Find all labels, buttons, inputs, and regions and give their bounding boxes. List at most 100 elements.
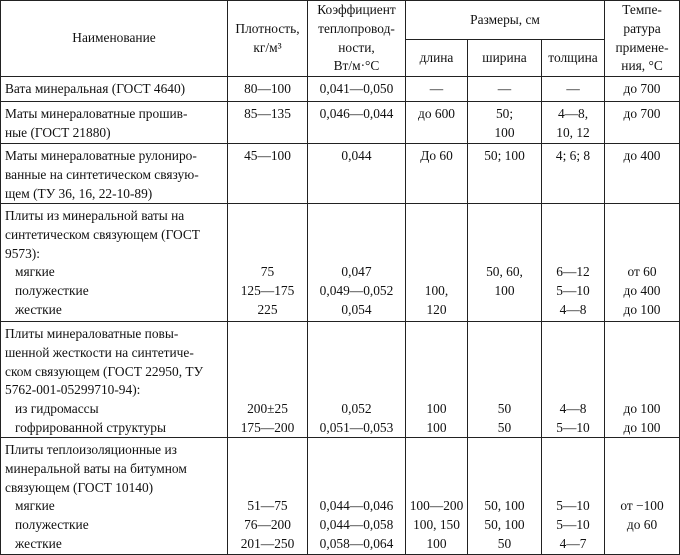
header-line: ности, [338,39,375,55]
cell-value [542,460,604,479]
cell-value: — [497,81,512,97]
header-width: ширина [467,39,542,78]
cell-value: 0,047 [341,264,372,280]
cell-value: 51—75 [247,498,288,514]
cell-thickness: 4—8, 10, 12 [540,101,606,145]
cell-value [542,207,604,226]
cell-value [605,207,679,226]
cell-value [406,363,467,382]
name-line: шенной жесткости на синтетиче- [5,344,194,360]
cell-value: 100 [426,535,447,551]
cell-value [228,441,307,460]
cell-temperature: до 700 [604,101,680,145]
cell-value [406,479,467,498]
cell-value [406,207,467,226]
cell-value [406,441,467,460]
cell-width: 50; 100 [467,143,542,205]
subtype-label: полужесткие [15,517,89,533]
cell-thickness: 5—10 5—10 4—7 [540,437,606,555]
cell-value: до 400 [623,283,661,298]
subtype-label: полужесткие [15,283,89,298]
cell-value [228,479,307,498]
table-row: Маты минераловатные прошив-ные (ГОСТ 218… [0,101,680,145]
cell-value: — [429,81,444,97]
cell-length: 100 100 [405,321,468,439]
header-conductivity: Коэффициент теплопровод- ности, Вт/м·°С [307,0,406,78]
cell-value: 0,046—0,044 [319,106,394,122]
cell-value [308,363,405,382]
header-line: теплопровод- [318,20,395,36]
cell-value: до 600 [418,106,455,122]
cell-value: до 700 [623,81,661,97]
name-line: Маты минераловатные прошив- [5,106,188,122]
header-thickness: толщина [540,39,606,78]
header-line: Вт/м·°С [333,58,380,74]
cell-value [406,460,467,479]
header-name: Наименование [0,0,228,78]
header-line: ния, °С [621,58,663,74]
subtype-label: из гидромассы [15,401,99,416]
cell-conductivity: 0,041—0,050 [307,76,406,103]
cell-value: от 60 [627,264,657,280]
cell-value [468,301,541,320]
cell-value: 0,051—0,053 [319,419,394,435]
subtype-label: мягкие [15,498,55,514]
cell-value: 201—250 [240,535,295,551]
cell-length: — [405,76,468,103]
table-row: Маты минераловатные рулониро-ванные на с… [0,143,680,205]
name-line: 5762-001-05299710-94): [5,382,141,398]
cell-value [228,363,307,382]
cell-value [542,344,604,363]
cell-value [406,263,467,282]
cell-value [542,245,604,264]
cell-density: 80—100 [227,76,308,103]
cell-conductivity: 0,044 [307,143,406,205]
subtype-label: гофрированной структуры [15,419,166,435]
cell-value: 100—200 [409,498,464,514]
cell-conductivity: 0,046—0,044 [307,101,406,145]
cell-value [228,207,307,226]
header-line: Коэффициент [317,2,396,17]
name-line: минеральной ваты на битумном [5,461,187,477]
cell-value [308,381,405,400]
cell-value [605,441,679,460]
cell-value: 5—10 [556,517,590,533]
header-length: длина [405,39,468,78]
cell-value [406,381,467,400]
cell-value: 100, [424,283,449,298]
cell-value: 125—175 [240,283,295,298]
table-row: Плиты теплоизоляционные из минеральной ва… [0,437,680,555]
cell-value [228,344,307,363]
cell-value: 120 [426,301,447,317]
cell-value: 50 [497,535,512,551]
name-line: Вата минеральная (ГОСТ 4640) [5,81,186,97]
cell-thickness: — [540,76,606,103]
cell-value [605,344,679,363]
cell-value [308,207,405,226]
cell-name: Плиты из минеральной ваты на синтетическо… [0,203,228,323]
cell-conductivity: 0,052 0,051—0,053 [307,321,406,439]
cell-name: Вата минеральная (ГОСТ 4640) [0,76,228,103]
cell-value [308,441,405,460]
cell-width: 50, 60, 100 [467,203,542,323]
cell-value: до 100 [623,419,661,435]
cell-value [605,325,679,344]
cell-value: 4—8, [557,106,589,122]
header-line: кг/м³ [253,39,282,55]
cell-value [468,245,541,264]
cell-value: 0,044—0,046 [319,498,394,514]
cell-value: до 700 [623,106,661,122]
cell-density: 45—100 [227,143,308,205]
cell-length: 100, 120 [405,203,468,323]
table-row: Плиты минераловатные повы-шенной жесткос… [0,321,680,439]
cell-value [406,245,467,264]
cell-value: до 60 [626,517,658,533]
cell-value [228,460,307,479]
cell-temperature: до 700 [604,76,680,103]
cell-width: 50, 100 50, 100 50 [467,437,542,555]
cell-density: 75 125—175 225 [227,203,308,323]
cell-value: 6—12 [556,264,590,280]
cell-value [542,363,604,382]
cell-value [605,363,679,382]
